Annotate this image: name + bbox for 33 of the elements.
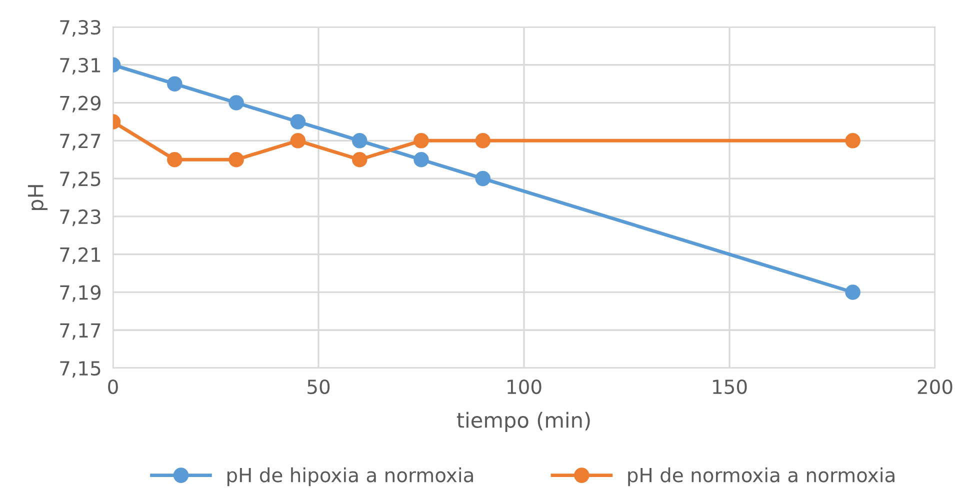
point [167,152,182,168]
x-tick-label: 150 [713,379,747,394]
legend-label: pH de normoxia a normoxia [628,467,894,486]
point [352,133,368,148]
point [414,152,429,168]
y-tick-label: 7,17 [60,323,100,340]
y-tick-label: 7,23 [60,209,100,226]
point [167,76,182,92]
point [352,152,368,168]
point [290,133,306,148]
point [414,133,429,148]
point [290,114,306,130]
y-axis-title: pH [28,185,48,210]
x-tick-label: 100 [508,379,542,394]
y-tick-label: 7,21 [60,247,100,264]
y-tick-label: 7,27 [60,134,100,150]
point [475,170,491,186]
y-tick-label: 7,31 [60,58,100,75]
point [228,152,244,168]
x-tick-label: 50 [308,379,330,394]
y-tick-label: 7,25 [60,172,100,188]
y-tick-label: 7,33 [60,20,100,37]
y-tick-label: 7,15 [60,361,100,378]
x-tick-label: 0 [108,379,118,394]
x-axis-title: tiempo (min) [456,412,590,432]
point [228,95,244,110]
point [475,133,491,148]
x-tick-label: 200 [918,379,952,394]
point [845,133,860,148]
y-tick-label: 7,29 [60,96,101,112]
legend-label: pH de hipoxia a normoxia [227,467,473,486]
point [845,284,860,300]
y-tick-label: 7,19 [60,285,101,302]
